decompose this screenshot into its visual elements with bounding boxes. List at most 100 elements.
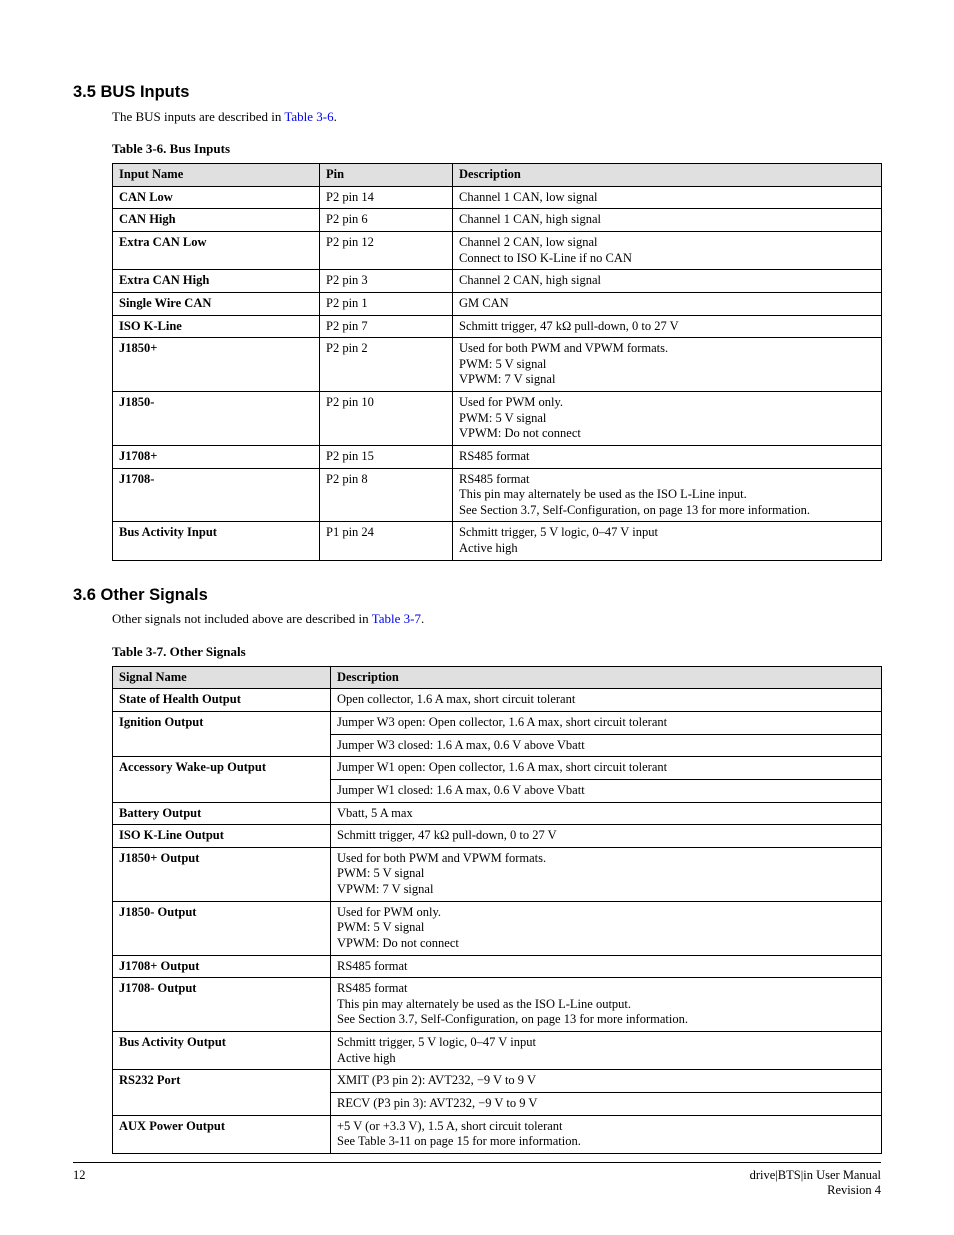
row-name: ISO K-Line Output xyxy=(113,825,331,848)
table-row: Extra CAN HighP2 pin 3Channel 2 CAN, hig… xyxy=(113,270,882,293)
table-row: J1850- OutputUsed for PWM only.PWM: 5 V … xyxy=(113,901,882,955)
row-name: AUX Power Output xyxy=(113,1115,331,1153)
table-row: RS232 PortXMIT (P3 pin 2): AVT232, −9 V … xyxy=(113,1070,882,1093)
row-desc: XMIT (P3 pin 2): AVT232, −9 V to 9 V xyxy=(331,1070,882,1093)
row-pin: P2 pin 2 xyxy=(320,338,453,392)
col-header: Pin xyxy=(320,164,453,187)
intro-link[interactable]: Table 3-7 xyxy=(372,611,421,626)
row-pin: P2 pin 1 xyxy=(320,292,453,315)
row-name: Bus Activity Output xyxy=(113,1032,331,1070)
row-name: RS232 Port xyxy=(113,1070,331,1115)
bus-inputs-table: Input Name Pin Description CAN LowP2 pin… xyxy=(112,163,882,561)
row-desc: RS485 format xyxy=(331,955,882,978)
table-caption: Table 3-7. Other Signals xyxy=(112,644,881,660)
section-intro: The BUS inputs are described in Table 3-… xyxy=(112,109,881,125)
table-row: J1708-P2 pin 8RS485 formatThis pin may a… xyxy=(113,468,882,522)
table-row: J1708- OutputRS485 formatThis pin may al… xyxy=(113,978,882,1032)
row-desc: +5 V (or +3.3 V), 1.5 A, short circuit t… xyxy=(331,1115,882,1153)
row-name: CAN Low xyxy=(113,186,320,209)
row-name: J1850+ Output xyxy=(113,847,331,901)
row-name: J1708- xyxy=(113,468,320,522)
row-name: Extra CAN High xyxy=(113,270,320,293)
col-header: Description xyxy=(453,164,882,187)
row-name: CAN High xyxy=(113,209,320,232)
footer-revision: Revision 4 xyxy=(750,1183,881,1199)
table-row: ISO K-LineP2 pin 7Schmitt trigger, 47 kΩ… xyxy=(113,315,882,338)
table-row: CAN LowP2 pin 14Channel 1 CAN, low signa… xyxy=(113,186,882,209)
table-row: J1850-P2 pin 10Used for PWM only.PWM: 5 … xyxy=(113,392,882,446)
row-desc: Schmitt trigger, 47 kΩ pull-down, 0 to 2… xyxy=(331,825,882,848)
intro-text: The BUS inputs are described in xyxy=(112,109,284,124)
table-caption: Table 3-6. Bus Inputs xyxy=(112,141,881,157)
table-row: Ignition OutputJumper W3 open: Open coll… xyxy=(113,712,882,735)
col-header: Input Name xyxy=(113,164,320,187)
row-desc: GM CAN xyxy=(453,292,882,315)
row-desc: Jumper W3 closed: 1.6 A max, 0.6 V above… xyxy=(331,734,882,757)
row-desc: Jumper W3 open: Open collector, 1.6 A ma… xyxy=(331,712,882,735)
row-desc: Channel 1 CAN, high signal xyxy=(453,209,882,232)
row-name: J1850- Output xyxy=(113,901,331,955)
table-row: J1850+P2 pin 2Used for both PWM and VPWM… xyxy=(113,338,882,392)
row-desc: RECV (P3 pin 3): AVT232, −9 V to 9 V xyxy=(331,1092,882,1115)
row-name: J1708- Output xyxy=(113,978,331,1032)
table-row: CAN HighP2 pin 6Channel 1 CAN, high sign… xyxy=(113,209,882,232)
row-desc: Jumper W1 closed: 1.6 A max, 0.6 V above… xyxy=(331,779,882,802)
row-desc: Jumper W1 open: Open collector, 1.6 A ma… xyxy=(331,757,882,780)
table-row: Bus Activity InputP1 pin 24Schmitt trigg… xyxy=(113,522,882,560)
table-row: Extra CAN LowP2 pin 12Channel 2 CAN, low… xyxy=(113,232,882,270)
row-desc: RS485 format xyxy=(453,445,882,468)
row-name: Accessory Wake-up Output xyxy=(113,757,331,802)
table-header-row: Signal Name Description xyxy=(113,666,882,689)
table-row: J1708+ OutputRS485 format xyxy=(113,955,882,978)
intro-text: Other signals not included above are des… xyxy=(112,611,372,626)
row-desc: Schmitt trigger, 47 kΩ pull-down, 0 to 2… xyxy=(453,315,882,338)
row-desc: Schmitt trigger, 5 V logic, 0–47 V input… xyxy=(453,522,882,560)
intro-text: . xyxy=(334,109,337,124)
row-desc: Channel 2 CAN, low signalConnect to ISO … xyxy=(453,232,882,270)
row-name: J1708+ xyxy=(113,445,320,468)
section-heading: 3.5 BUS Inputs xyxy=(73,82,881,103)
row-pin: P2 pin 12 xyxy=(320,232,453,270)
table-row: J1708+P2 pin 15RS485 format xyxy=(113,445,882,468)
row-name: Single Wire CAN xyxy=(113,292,320,315)
row-desc: Schmitt trigger, 5 V logic, 0–47 V input… xyxy=(331,1032,882,1070)
row-name: Battery Output xyxy=(113,802,331,825)
row-desc: Channel 2 CAN, high signal xyxy=(453,270,882,293)
intro-text: . xyxy=(421,611,424,626)
intro-link[interactable]: Table 3-6 xyxy=(284,109,333,124)
table-row: ISO K-Line OutputSchmitt trigger, 47 kΩ … xyxy=(113,825,882,848)
footer-right: drive|BTS|in User Manual Revision 4 xyxy=(750,1168,881,1199)
row-desc: Vbatt, 5 A max xyxy=(331,802,882,825)
row-desc: Used for PWM only.PWM: 5 V signalVPWM: D… xyxy=(453,392,882,446)
table-row: Accessory Wake-up OutputJumper W1 open: … xyxy=(113,757,882,780)
row-pin: P2 pin 7 xyxy=(320,315,453,338)
row-name: J1708+ Output xyxy=(113,955,331,978)
row-desc: Used for PWM only.PWM: 5 V signalVPWM: D… xyxy=(331,901,882,955)
row-desc: RS485 formatThis pin may alternately be … xyxy=(331,978,882,1032)
page-footer: 12 drive|BTS|in User Manual Revision 4 xyxy=(73,1162,881,1199)
row-name: Bus Activity Input xyxy=(113,522,320,560)
row-desc: Open collector, 1.6 A max, short circuit… xyxy=(331,689,882,712)
col-header: Signal Name xyxy=(113,666,331,689)
table-row: State of Health OutputOpen collector, 1.… xyxy=(113,689,882,712)
table-row: J1850+ OutputUsed for both PWM and VPWM … xyxy=(113,847,882,901)
table-row: AUX Power Output+5 V (or +3.3 V), 1.5 A,… xyxy=(113,1115,882,1153)
row-desc: RS485 formatThis pin may alternately be … xyxy=(453,468,882,522)
row-name: State of Health Output xyxy=(113,689,331,712)
row-pin: P2 pin 6 xyxy=(320,209,453,232)
table-row: Single Wire CANP2 pin 1GM CAN xyxy=(113,292,882,315)
row-name: Ignition Output xyxy=(113,712,331,757)
table-row: Bus Activity OutputSchmitt trigger, 5 V … xyxy=(113,1032,882,1070)
section-intro: Other signals not included above are des… xyxy=(112,611,881,627)
col-header: Description xyxy=(331,666,882,689)
row-pin: P2 pin 10 xyxy=(320,392,453,446)
row-name: Extra CAN Low xyxy=(113,232,320,270)
other-signals-table: Signal Name Description State of Health … xyxy=(112,666,882,1154)
page-number: 12 xyxy=(73,1168,86,1199)
row-desc: Used for both PWM and VPWM formats.PWM: … xyxy=(331,847,882,901)
row-pin: P2 pin 8 xyxy=(320,468,453,522)
row-name: ISO K-Line xyxy=(113,315,320,338)
row-pin: P2 pin 15 xyxy=(320,445,453,468)
footer-title: drive|BTS|in User Manual xyxy=(750,1168,881,1184)
row-pin: P1 pin 24 xyxy=(320,522,453,560)
